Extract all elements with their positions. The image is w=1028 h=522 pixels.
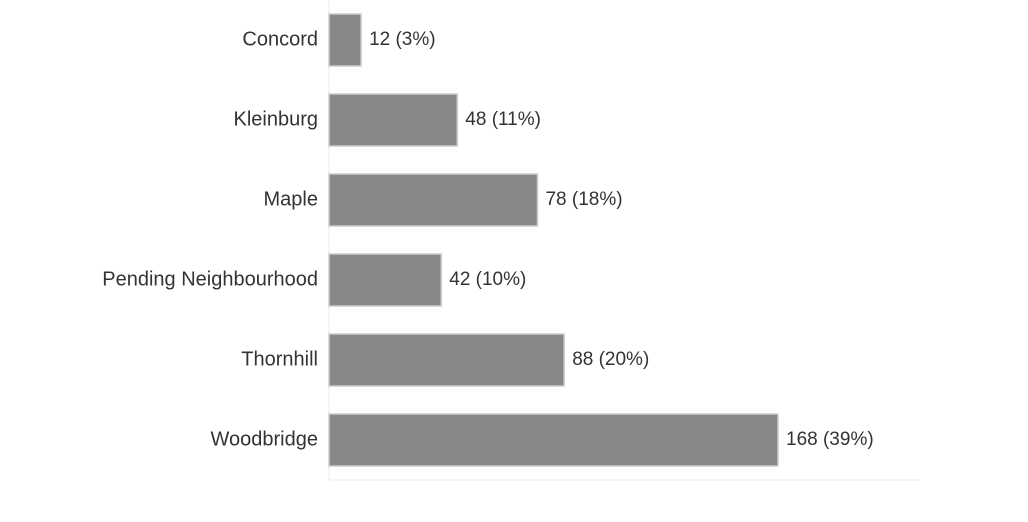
value-label: 88 (20%) [572,349,649,370]
value-label: 48 (11%) [465,109,541,130]
bar [328,333,565,387]
value-label: 12 (3%) [369,29,436,50]
value-label: 168 (39%) [786,429,874,450]
bar [328,173,539,227]
y-tick-label: Kleinburg [233,108,318,130]
y-tick-label: Pending Neighbourhood [102,268,318,290]
bar [328,253,442,307]
y-tick-label: Concord [242,28,318,50]
value-label: 78 (18%) [545,189,622,210]
bar [328,13,362,67]
bar [328,413,779,467]
value-label: 42 (10%) [449,269,526,290]
y-tick-label: Maple [264,188,318,210]
bar [328,93,459,147]
y-tick-label: Woodbridge [211,428,318,450]
y-tick-label: Thornhill [241,348,318,370]
